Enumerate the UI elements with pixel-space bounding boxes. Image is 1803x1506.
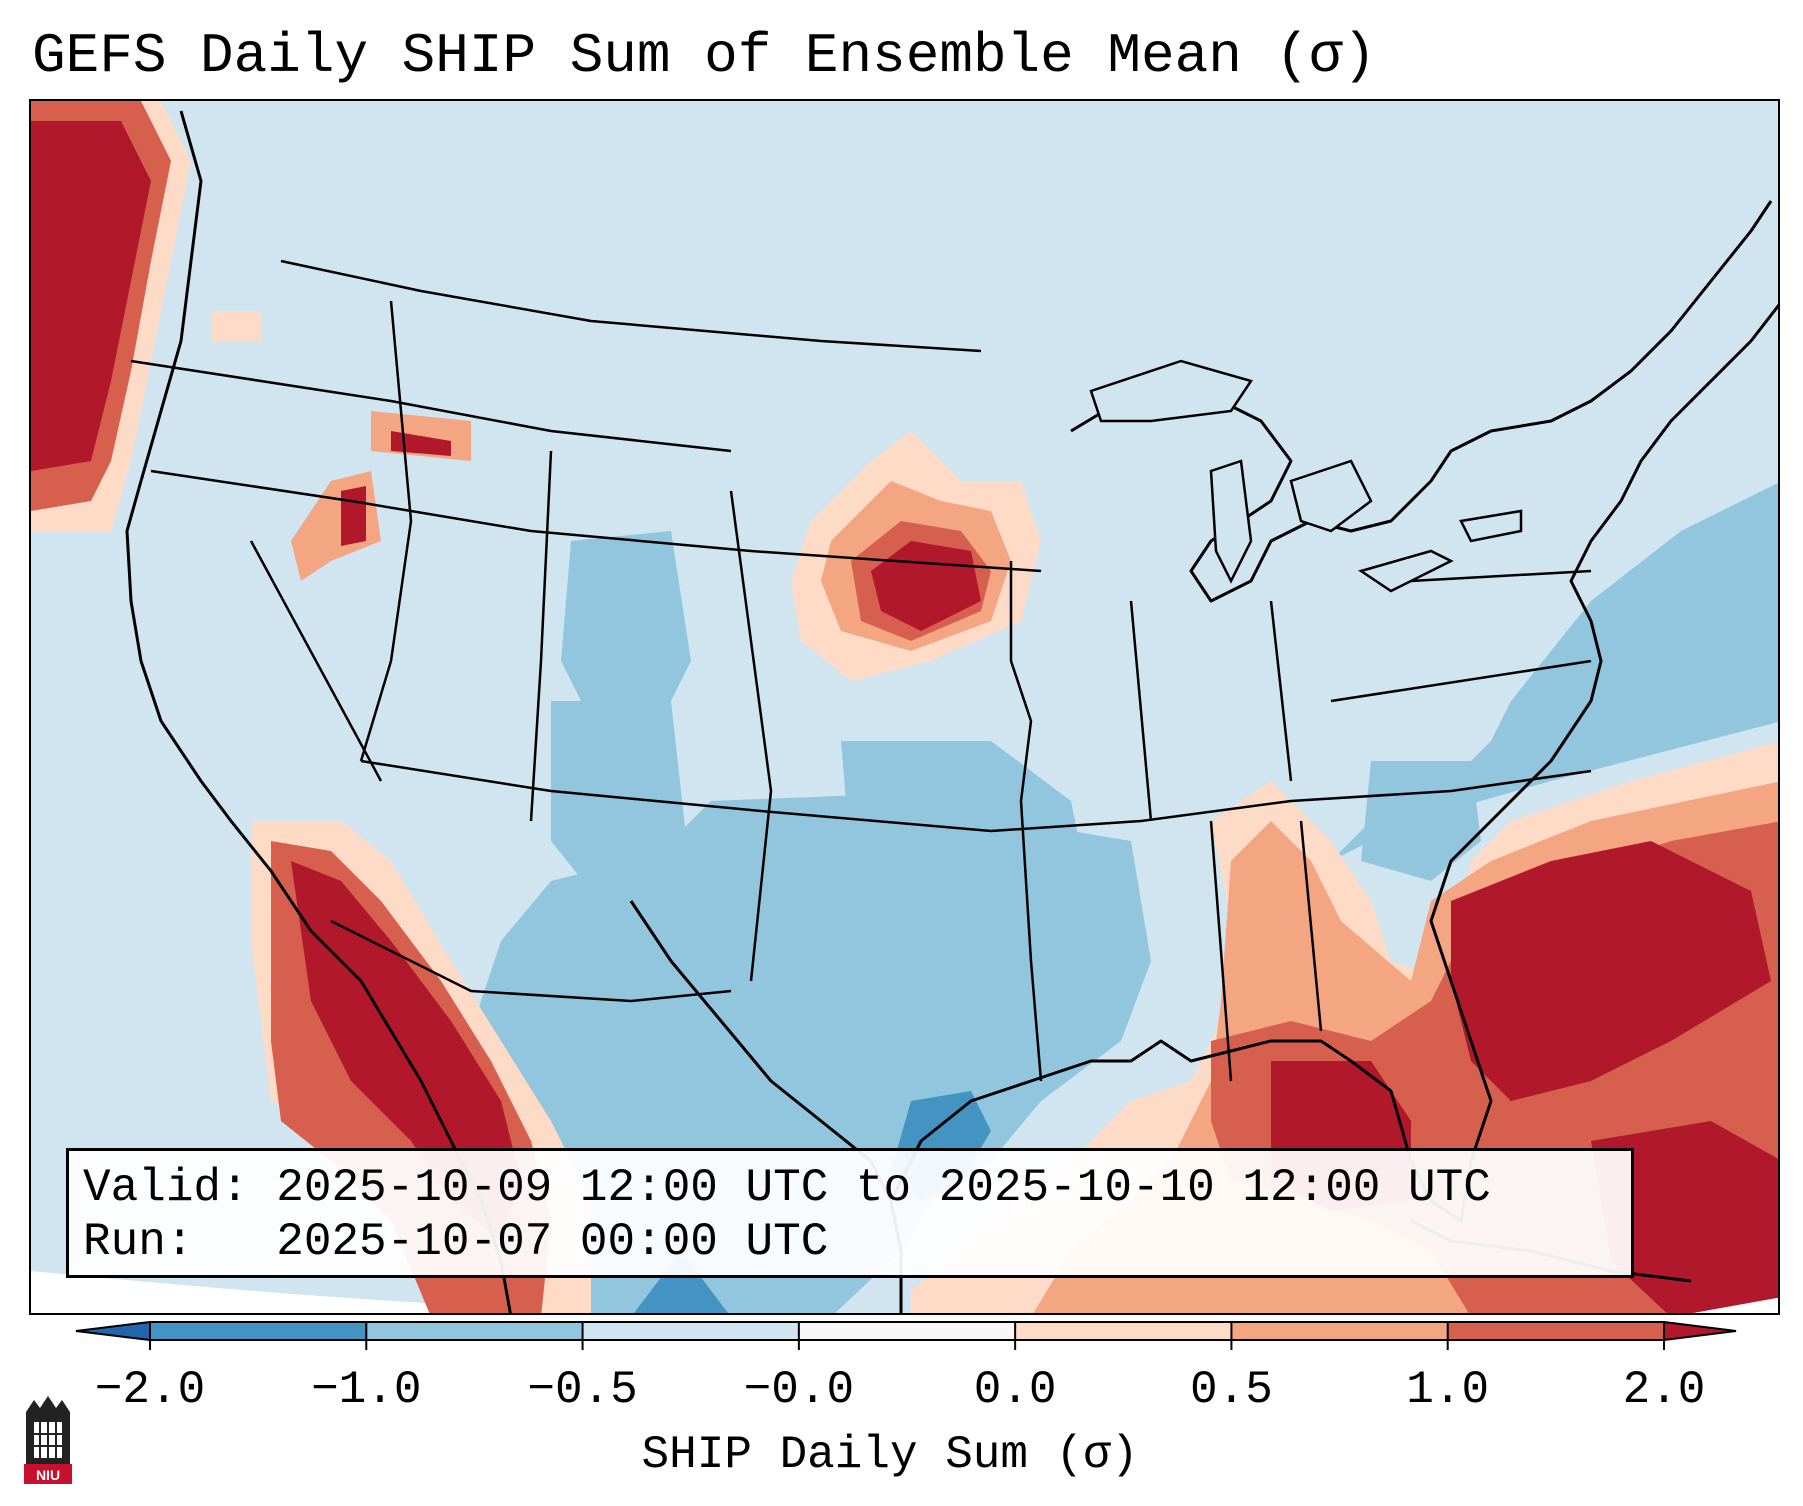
border-row-middle	[360, 759, 1592, 833]
colorbar-tick-label: 0.0	[973, 1364, 1057, 1416]
logo-badge	[24, 1464, 72, 1484]
mexico-max	[291, 861, 521, 1241]
border-col-rockies	[729, 490, 773, 982]
new-mexico-anomaly	[551, 701, 691, 891]
pacific-coastline	[125, 110, 512, 1313]
great-lakes	[1089, 359, 1523, 593]
border-pennsylvania	[1410, 569, 1592, 583]
colorbar-tick-label: 0.5	[1190, 1364, 1273, 1416]
border-virginia	[1330, 659, 1592, 703]
colorbar-bin	[150, 1322, 367, 1340]
map-panel	[29, 99, 1780, 1315]
state-borders	[130, 259, 1592, 1082]
idaho-max-spot	[391, 431, 451, 456]
oregon-light-spot	[211, 311, 261, 341]
run-time-text: Run: 2025-10-07 00:00 UTC	[83, 1216, 829, 1268]
colorbar-ticks	[149, 1322, 1665, 1350]
colorbar-bin	[1015, 1322, 1232, 1340]
colorbar-tick-label: −1.0	[311, 1364, 422, 1416]
colorbar-bins	[75, 1321, 1737, 1341]
nebraska-max	[871, 541, 981, 631]
coastlines	[125, 110, 1778, 1313]
border-row-north	[150, 469, 1042, 573]
oklahoma-arkansas-anomaly	[841, 741, 1131, 1001]
border-nevada-diagonal	[249, 540, 383, 782]
border-row-southwest	[330, 919, 732, 1003]
lake-ontario	[1459, 509, 1523, 543]
colorbar-extension-low	[75, 1321, 151, 1341]
border-ohio	[1269, 600, 1293, 782]
mississippi-river	[1009, 561, 1043, 1082]
colorbar-label: SHIP Daily Sum (σ)	[641, 1429, 1139, 1481]
lake-huron	[1289, 459, 1373, 533]
colorbar-tick-label: 1.0	[1406, 1364, 1490, 1416]
canada-border	[280, 259, 982, 353]
great-lakes-shoreline	[1070, 200, 1773, 603]
colorbar-tick-label: −0.5	[527, 1364, 638, 1416]
atlantic-max	[1451, 841, 1771, 1101]
colorbar-bin	[582, 1322, 800, 1340]
utah-max-spot	[341, 486, 366, 546]
logo-window-grid	[34, 1422, 62, 1458]
map-canvas	[31, 101, 1778, 1313]
pacific-nw-max	[31, 121, 151, 471]
colorbar-tick-label: 2.0	[1622, 1364, 1706, 1416]
colorbar-bin	[798, 1322, 1016, 1340]
border-alabama	[1209, 820, 1233, 1082]
logo-text: NIU	[36, 1467, 60, 1483]
colorbar-extension-high	[1663, 1321, 1737, 1341]
niu-logo: NIU	[24, 1396, 72, 1484]
colorbar-bin	[1447, 1322, 1665, 1340]
colorbar-bin	[1231, 1322, 1449, 1340]
pacific-strong-negative	[634, 1251, 728, 1313]
lake-michigan	[1209, 459, 1253, 584]
valid-time-text: Valid: 2025-10-09 12:00 UTC to 2025-10-1…	[83, 1162, 1491, 1214]
atlantic-anomaly-band	[1461, 482, 1778, 801]
colorado-anomaly	[561, 531, 691, 721]
border-georgia	[1299, 820, 1323, 1032]
border-illinois	[1129, 600, 1153, 822]
lake-erie	[1358, 549, 1454, 593]
lake-superior	[1089, 359, 1253, 423]
colorbar-outline	[75, 1321, 1737, 1341]
colorbar-tick-label: −0.0	[743, 1364, 855, 1416]
border-col-utah	[529, 450, 553, 822]
caribbean-max	[1591, 1121, 1778, 1313]
valid-run-info-box: Valid: 2025-10-09 12:00 UTC to 2025-10-1…	[66, 1148, 1634, 1278]
gulf-atlantic-coast	[889, 303, 1778, 1223]
map-title: GEFS Daily SHIP Sum of Ensemble Mean (σ)	[32, 24, 1377, 88]
border-row-upper	[130, 359, 732, 453]
border-col-nevada	[359, 300, 413, 762]
colorbar-bin	[366, 1322, 584, 1340]
colorbar-tick-label: −2.0	[94, 1364, 206, 1416]
